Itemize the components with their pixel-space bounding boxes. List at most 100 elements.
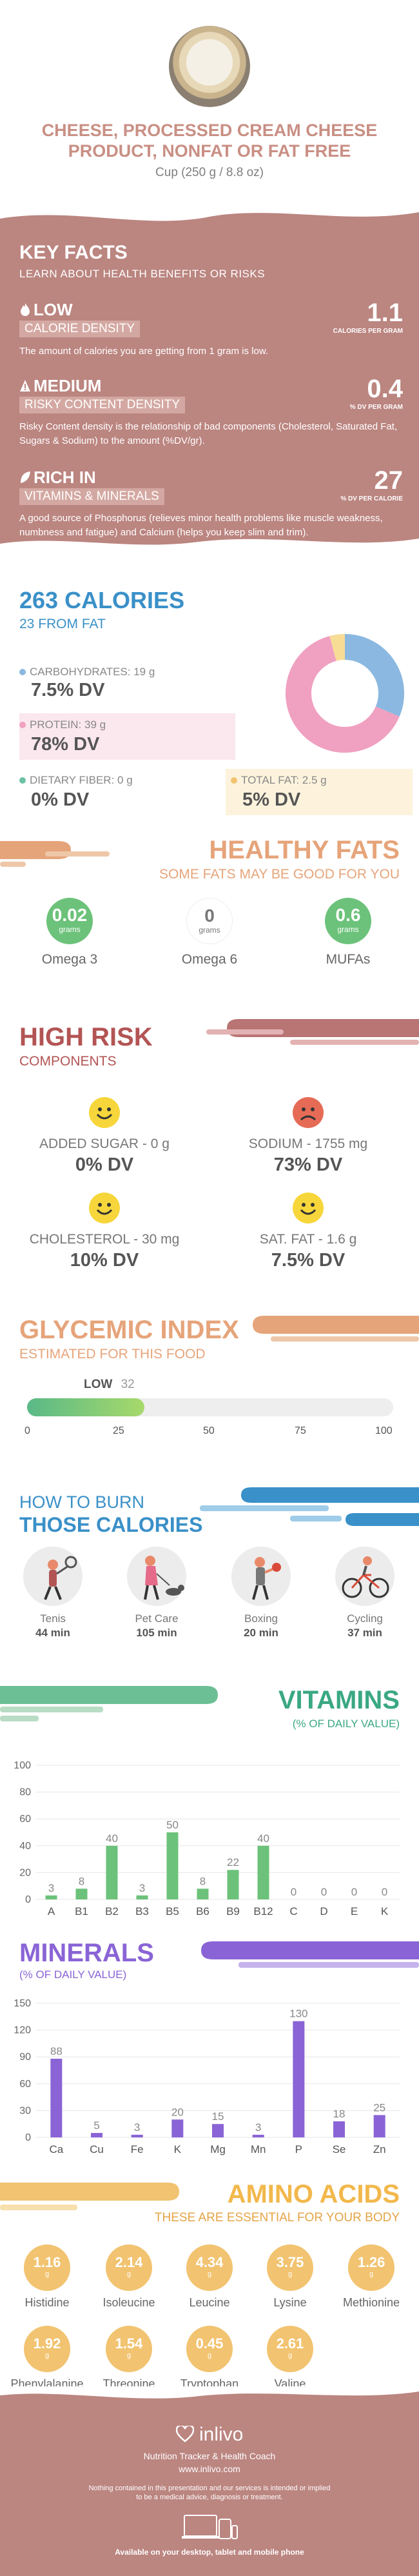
glycemic-subtitle: ESTIMATED FOR THIS FOOD xyxy=(19,1347,206,1362)
vitamin-category-label: B12 xyxy=(253,1905,273,1917)
vitamin-value-label: 0 xyxy=(382,1886,387,1898)
food-title-line2: PRODUCT, NONFAT OR FAT FREE xyxy=(68,141,351,161)
level-text: LOW xyxy=(34,300,73,319)
mufa-label: MUFAs xyxy=(326,952,371,967)
glycemic-reading: LOW 32 xyxy=(84,1378,135,1392)
glycemic-tick-100: 100 xyxy=(375,1425,393,1436)
burn-title2: THOSE CALORIES xyxy=(19,1513,203,1536)
vitamin-category-label: B2 xyxy=(105,1905,119,1917)
footer-url[interactable]: www.inlivo.com xyxy=(179,2464,240,2474)
glycemic-fill xyxy=(27,1398,144,1416)
carbohydrates-label: CARBOHYDRATES: 19 g xyxy=(19,666,155,679)
calorie-density-value: 1.1 xyxy=(367,299,403,327)
mineral-bar-Ca xyxy=(50,2058,63,2137)
mineral-value-label: 5 xyxy=(93,2119,99,2132)
glycemic-tick-50: 50 xyxy=(203,1425,215,1436)
vitamin-value-label: 8 xyxy=(79,1875,84,1887)
lysine-bubble: 3.75 g xyxy=(267,2244,313,2291)
methionine-label: Methionine xyxy=(342,2296,400,2309)
vitamin-value-label: 0 xyxy=(321,1886,327,1898)
mineral-bar-Se xyxy=(333,2121,345,2137)
mineral-category-label: Mg xyxy=(210,2143,226,2155)
mufa-unit: grams xyxy=(337,925,359,934)
fiber-text: DIETARY FIBER: 0 g xyxy=(30,774,133,786)
vitamin-value-label: 0 xyxy=(351,1886,357,1898)
donut-slice-fat xyxy=(329,634,346,661)
vitamins-label: VITAMINS & MINERALS xyxy=(19,488,164,505)
calories-subtitle: 23 FROM FAT xyxy=(19,617,106,631)
mineral-ytick-label: 0 xyxy=(25,2132,31,2143)
vitamin-ytick-label: 100 xyxy=(14,1760,31,1771)
key-facts-section: KEY FACTS LEARN ABOUT HEALTH BENEFITS OR… xyxy=(0,203,419,551)
added-sugar-label: ADDED SUGAR - 0 g xyxy=(39,1136,170,1151)
vitamin-bar-B3 xyxy=(136,1895,148,1899)
footer-disclaimer-1: Nothing contained in this presentation a… xyxy=(88,2484,331,2492)
vitamin-category-label: B6 xyxy=(196,1905,210,1917)
methionine-unit: g xyxy=(369,2270,374,2278)
threonine-unit: g xyxy=(126,2352,132,2359)
level-text: MEDIUM xyxy=(34,376,102,395)
amino-stripes xyxy=(0,2183,179,2210)
risky-density-unit: % DV PER GRAM xyxy=(349,404,403,411)
lysine-value: 3.75 xyxy=(276,2254,304,2270)
vitamin-category-label: B5 xyxy=(166,1905,179,1917)
omega3-label: Omega 3 xyxy=(41,952,98,967)
phenylalanine-bubble: 1.92 g xyxy=(24,2326,70,2372)
serving-size: Cup (250 g / 8.8 oz) xyxy=(155,166,264,179)
pet-care-time: 105 min xyxy=(136,1627,177,1639)
mineral-value-label: 20 xyxy=(171,2106,184,2118)
vitamin-ytick-label: 60 xyxy=(19,1814,31,1825)
tennis-time: 44 min xyxy=(35,1627,70,1639)
sodium-dv: 73% DV xyxy=(273,1154,343,1175)
histidine-unit: g xyxy=(44,2270,50,2278)
risky-density-value: 0.4 xyxy=(367,375,403,403)
calories-title: 263 CALORIES xyxy=(19,587,185,613)
omega3-unit: grams xyxy=(59,925,81,934)
mineral-category-label: P xyxy=(295,2143,302,2155)
carbs-dot xyxy=(19,669,26,675)
mineral-bar-Mn xyxy=(252,2134,264,2137)
vitamin-category-label: C xyxy=(289,1905,297,1917)
warning-icon xyxy=(20,380,30,391)
vitamin-value-label: 8 xyxy=(200,1875,206,1887)
omega3-bubble: 0.02 grams xyxy=(46,898,93,944)
lysine-unit: g xyxy=(287,2270,293,2278)
healthy-fats-subtitle: SOME FATS MAY BE GOOD FOR YOU xyxy=(159,867,400,882)
vitamin-category-label: A xyxy=(48,1905,55,1917)
mineral-value-label: 130 xyxy=(289,2008,307,2020)
tennis-label: Tenis xyxy=(40,1612,66,1625)
protein-dot xyxy=(19,722,26,728)
omega6-unit: grams xyxy=(199,926,220,935)
fiber-dv: 0% DV xyxy=(31,789,90,810)
footer-disclaimer-2: to be a medical advice, diagnosis or tre… xyxy=(136,2493,283,2501)
added-sugar-dv: 0% DV xyxy=(75,1154,134,1175)
boxing-label: Boxing xyxy=(244,1612,278,1625)
mineral-value-label: 25 xyxy=(373,2101,385,2114)
footer: inlivo Nutrition Tracker & Health Coach … xyxy=(0,2386,419,2576)
food-image xyxy=(169,26,250,107)
sat-fat-label: SAT. FAT - 1.6 g xyxy=(259,1232,357,1247)
tryptophan-bubble: 0.45 g xyxy=(186,2326,233,2372)
fat-label: TOTAL FAT: 2.5 g xyxy=(231,774,327,787)
tryptophan-unit: g xyxy=(207,2352,212,2359)
carbohydrates-dv: 7.5% DV xyxy=(31,680,105,700)
methionine-value: 1.26 xyxy=(357,2254,385,2270)
vitamin-bar-B2 xyxy=(106,1845,118,1899)
mineral-category-label: Ca xyxy=(49,2143,63,2155)
fiber-label: DIETARY FIBER: 0 g xyxy=(19,774,133,787)
mineral-value-label: 15 xyxy=(212,2110,224,2123)
vitamin-bar-B9 xyxy=(227,1870,239,1899)
risky-density-label: RISKY CONTENT DENSITY xyxy=(19,397,186,413)
mineral-bar-Cu xyxy=(91,2133,102,2137)
calorie-density-label: CALORIE DENSITY xyxy=(19,321,141,337)
threonine-value: 1.54 xyxy=(115,2335,143,2352)
omega6-value: 0 xyxy=(204,906,215,926)
mineral-value-label: 3 xyxy=(255,2121,261,2134)
high-risk-stripes xyxy=(206,1019,419,1045)
methionine-bubble: 1.26 g xyxy=(348,2244,395,2291)
vitamin-category-label: B9 xyxy=(226,1905,240,1917)
mineral-value-label: 3 xyxy=(134,2121,140,2134)
healthy-fats-title: HEALTHY FATS xyxy=(209,836,400,864)
mineral-value-label: 88 xyxy=(50,2045,63,2057)
dog-walking-icon xyxy=(127,1547,186,1606)
